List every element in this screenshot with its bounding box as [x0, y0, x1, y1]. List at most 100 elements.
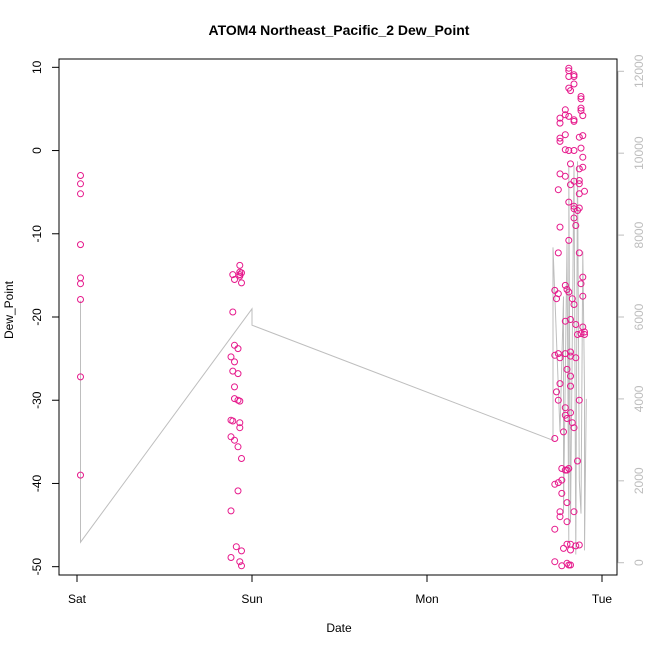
data-point	[567, 561, 574, 569]
data-point	[565, 465, 573, 472]
data-point	[575, 133, 583, 141]
data-point	[236, 419, 244, 427]
line-series-layer	[80, 161, 587, 555]
data-point	[567, 316, 574, 323]
data-point	[556, 513, 564, 521]
data-point	[556, 137, 564, 145]
data-point	[238, 562, 245, 570]
data-point	[77, 190, 84, 198]
data-point	[561, 131, 569, 139]
y-tick-label: -30	[30, 391, 44, 409]
data-point	[563, 499, 571, 507]
data-point	[579, 292, 587, 300]
data-point	[572, 222, 580, 229]
point-series-layer	[77, 64, 588, 570]
y-axis-left: -50 -40 -30 -20 -10 0 10	[30, 60, 59, 575]
y2-tick-label: 8000	[632, 221, 646, 248]
data-point	[554, 396, 562, 404]
data-point	[231, 341, 238, 349]
data-point	[572, 354, 580, 362]
plot-frame	[58, 58, 618, 576]
data-point	[579, 273, 587, 281]
data-point	[575, 165, 583, 173]
data-point	[554, 186, 562, 194]
x-axis-label: Date	[326, 621, 352, 635]
data-point	[77, 373, 84, 381]
data-point	[567, 372, 574, 380]
data-point	[556, 508, 564, 516]
data-point	[570, 301, 578, 308]
data-point	[236, 558, 244, 566]
data-point	[567, 409, 574, 417]
data-point	[561, 404, 569, 412]
data-point	[575, 541, 583, 549]
data-point	[238, 547, 245, 555]
data-point	[575, 180, 583, 188]
data-point	[568, 419, 576, 427]
data-point	[77, 241, 84, 249]
data-point	[77, 280, 84, 288]
y-tick-label: 0	[30, 147, 44, 154]
data-point	[567, 160, 574, 168]
x-tick-label: Sun	[241, 592, 262, 606]
data-point	[567, 546, 574, 554]
data-point	[570, 214, 578, 222]
data-point	[556, 134, 564, 142]
y2-tick-label: 0	[632, 559, 646, 566]
data-point	[579, 323, 587, 331]
data-point	[231, 276, 238, 283]
data-point	[234, 370, 242, 378]
data-point	[77, 296, 84, 303]
data-point	[565, 64, 573, 72]
data-point	[567, 348, 574, 356]
data-point	[234, 443, 242, 451]
data-point	[551, 480, 559, 488]
data-point	[553, 388, 560, 396]
data-point	[556, 114, 564, 122]
data-point	[238, 455, 245, 462]
data-point	[234, 345, 242, 353]
data-point	[577, 330, 585, 338]
data-point	[234, 487, 242, 495]
data-point	[227, 554, 235, 561]
data-point	[231, 383, 238, 391]
data-point	[238, 279, 245, 287]
y2-tick-label: 10000	[632, 136, 646, 170]
data-point	[570, 147, 578, 154]
data-point	[563, 415, 571, 422]
data-point	[558, 489, 566, 497]
x-tick-label: Tue	[592, 592, 613, 606]
data-point	[581, 328, 588, 336]
data-point	[561, 106, 569, 114]
data-point	[561, 172, 569, 180]
data-point	[565, 236, 573, 244]
x-tick-label: Sat	[68, 592, 87, 606]
data-point	[563, 466, 571, 474]
data-point	[572, 542, 580, 550]
data-point	[575, 249, 583, 257]
data-point	[570, 73, 578, 80]
data-point	[560, 428, 567, 436]
data-point	[229, 271, 237, 279]
data-point	[561, 281, 569, 289]
data-point	[563, 559, 571, 567]
data-point	[551, 558, 559, 566]
data-point	[229, 308, 237, 316]
data-point	[577, 144, 585, 152]
data-point	[554, 249, 562, 257]
x-axis: Sat Sun Mon Tue	[68, 575, 612, 606]
data-point	[236, 261, 244, 269]
y-tick-label: 10	[30, 60, 44, 74]
data-point	[227, 507, 235, 515]
data-point	[556, 354, 564, 362]
data-point	[563, 365, 571, 373]
data-point	[574, 457, 581, 465]
data-point	[561, 146, 569, 154]
data-point	[581, 187, 588, 195]
data-point	[558, 476, 566, 484]
data-point	[77, 471, 84, 479]
data-point	[579, 163, 587, 171]
y-axis-right: 0 2000 4000 6000 8000 10000 12000	[617, 54, 646, 566]
data-point	[570, 205, 578, 213]
